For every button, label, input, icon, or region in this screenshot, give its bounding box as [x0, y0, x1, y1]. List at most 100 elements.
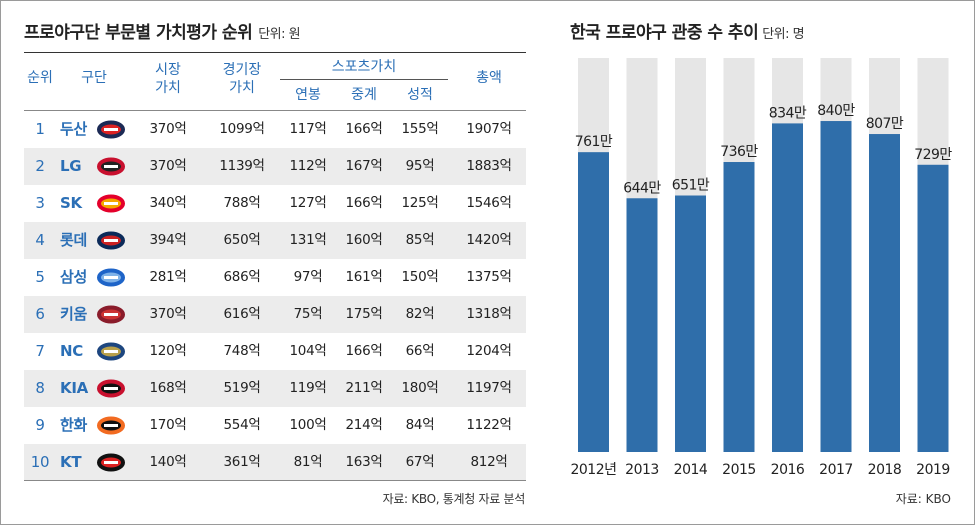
- market-value-cell: 340억: [149, 195, 187, 211]
- rank-cell: 10: [30, 453, 50, 471]
- broadcast-cell: 166억: [345, 121, 383, 137]
- giants-logo-icon: [97, 231, 125, 250]
- stadium-value-cell: 650억: [223, 232, 261, 248]
- total-cell: 1204억: [466, 343, 512, 359]
- team-name-cell: LG: [60, 157, 82, 175]
- attendance-bar-chart: 761만 2012년 644만 2013 651만 2014 736만 2015 834만 201…: [570, 58, 953, 478]
- broadcast-cell: 175억: [345, 306, 383, 322]
- team-name-cell: NC: [60, 342, 83, 360]
- stadium-value-cell: 519억: [223, 380, 261, 396]
- performance-cell: 95억: [405, 158, 435, 174]
- salary-cell: 100억: [289, 417, 327, 433]
- header-market-value: 시장 가치: [155, 62, 181, 96]
- total-cell: 812억: [470, 454, 508, 470]
- rank-cell: 2: [35, 157, 45, 175]
- market-value-cell: 370억: [149, 158, 187, 174]
- header-performance: 성적: [407, 87, 433, 103]
- bar-value-label: 736만: [720, 144, 758, 160]
- stadium-value-cell: 554억: [223, 417, 261, 433]
- broadcast-cell: 163억: [345, 454, 383, 470]
- table-unit: 단위: 원: [258, 27, 301, 42]
- header-total: 총액: [476, 70, 502, 86]
- total-cell: 1420억: [466, 232, 512, 248]
- x-tick-label: 2017: [819, 462, 853, 478]
- rank-cell: 1: [35, 120, 45, 138]
- attendance-bar: [578, 152, 609, 452]
- performance-cell: 180억: [401, 380, 439, 396]
- attendance-bar: [772, 123, 803, 453]
- team-name-cell: SK: [60, 194, 82, 212]
- table-row: 3 SK 340억 788억 127억 166억 125억 1546억: [24, 185, 526, 222]
- broadcast-cell: 160억: [345, 232, 383, 248]
- x-tick-label: 2016: [771, 462, 805, 478]
- salary-cell: 81억: [293, 454, 323, 470]
- salary-cell: 104억: [289, 343, 327, 359]
- wiz-logo-icon: [97, 453, 125, 472]
- table-title: 프로야구단 부문별 가치평가 순위 단위: 원: [24, 23, 301, 43]
- header-rank: 순위: [27, 70, 53, 86]
- wyverns-logo-icon: [97, 194, 125, 213]
- rank-cell: 9: [35, 416, 45, 434]
- table-row: 4 롯데 394억 650억 131억 160억 85억 1420억: [24, 222, 526, 259]
- lions-logo-icon: [97, 268, 125, 287]
- x-tick-label: 2018: [868, 462, 902, 478]
- performance-cell: 82억: [405, 306, 435, 322]
- attendance-bar: [869, 134, 900, 452]
- team-name-cell: 한화: [60, 416, 88, 434]
- attendance-bar: [820, 121, 852, 452]
- heroes-logo-icon: [97, 305, 125, 324]
- team-name-cell: KIA: [60, 379, 88, 397]
- table-row: 10 KT 140억 361억 81억 163억 67억 812억: [24, 444, 526, 481]
- sports-header-rule: [280, 79, 448, 80]
- chart-unit: 단위: 명: [762, 27, 805, 42]
- rank-cell: 4: [35, 231, 45, 249]
- x-tick-label: 2014: [674, 462, 708, 478]
- total-cell: 1318억: [466, 306, 512, 322]
- market-value-cell: 140억: [149, 454, 187, 470]
- broadcast-cell: 167억: [345, 158, 383, 174]
- broadcast-cell: 214억: [345, 417, 383, 433]
- team-name-cell: 삼성: [60, 268, 88, 286]
- bears-logo-icon: [97, 120, 125, 139]
- table-row: 7 NC 120억 748억 104억 166억 66억 1204억: [24, 333, 526, 370]
- total-cell: 1883억: [466, 158, 512, 174]
- attendance-bar: [723, 162, 755, 452]
- salary-cell: 75억: [293, 306, 323, 322]
- broadcast-cell: 161억: [345, 269, 383, 285]
- header-team: 구단: [81, 70, 107, 86]
- chart-title: 한국 프로야구 관중 수 추이 단위: 명: [570, 23, 805, 43]
- total-cell: 1122억: [466, 417, 512, 433]
- performance-cell: 67억: [405, 454, 435, 470]
- team-name-cell: 롯데: [60, 231, 88, 249]
- rank-cell: 5: [35, 268, 45, 286]
- table-bottom-rule: [24, 480, 526, 481]
- market-value-cell: 170억: [149, 417, 187, 433]
- x-tick-label: 2015: [722, 462, 756, 478]
- broadcast-cell: 211억: [345, 380, 383, 396]
- market-value-cell: 370억: [149, 306, 187, 322]
- rank-cell: 8: [35, 379, 45, 397]
- bar-value-label: 644만: [623, 180, 661, 196]
- team-name-cell: KT: [60, 453, 82, 471]
- salary-cell: 119억: [289, 380, 327, 396]
- bar-value-label: 834만: [769, 105, 807, 121]
- team-name-cell: 키움: [60, 305, 88, 323]
- table-top-rule: [24, 52, 526, 53]
- bar-value-label: 761만: [575, 134, 613, 150]
- salary-cell: 127억: [289, 195, 327, 211]
- rank-cell: 6: [35, 305, 45, 323]
- performance-cell: 85억: [405, 232, 435, 248]
- x-tick-label: 2012년: [570, 462, 616, 478]
- header-broadcast: 중계: [351, 87, 377, 103]
- broadcast-cell: 166억: [345, 343, 383, 359]
- twins-logo-icon: [97, 157, 125, 176]
- rank-cell: 7: [35, 342, 45, 360]
- dinos-logo-icon: [97, 342, 125, 361]
- attendance-bar: [626, 198, 658, 452]
- market-value-cell: 120억: [149, 343, 187, 359]
- rank-cell: 3: [35, 194, 45, 212]
- table-row: 8 KIA 168억 519억 119억 211억 180억 1197억: [24, 370, 526, 407]
- table-row: 1 두산 370억 1099억 117억 166억 155억 1907억: [24, 111, 526, 148]
- attendance-bar: [917, 164, 949, 453]
- table-row: 5 삼성 281억 686억 97억 161억 150억 1375억: [24, 259, 526, 296]
